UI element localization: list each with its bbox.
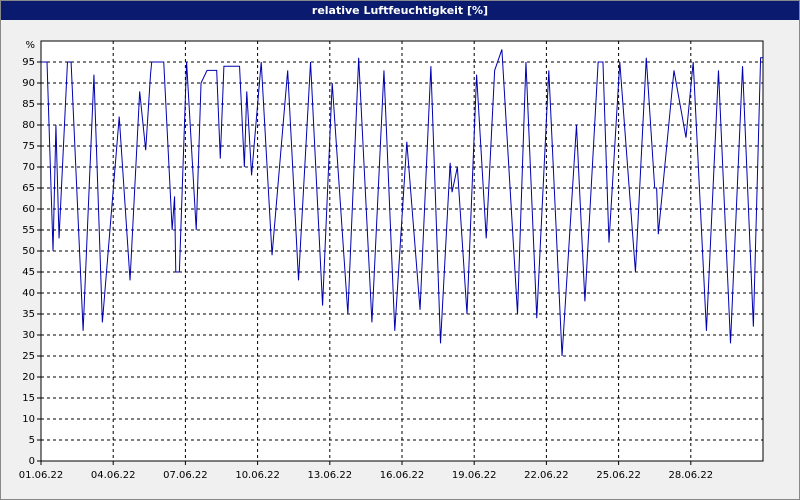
y-tick-label: 50 [22,246,35,257]
x-tick-label: 16.06.22 [380,470,425,481]
y-tick-label: 95 [22,57,35,68]
y-tick-label: 0 [29,456,35,467]
data-line [41,49,763,357]
x-tick-label: 19.06.22 [452,470,497,481]
chart: 0 5 10 15 20 25 30 35 40 45 50 55 60 65 70 75 80 85 90 95% 0… [19,40,764,481]
y-tick-label: 40 [22,288,35,299]
x-tick-label: 04.06.22 [91,470,136,481]
y-unit-label: % [25,40,35,51]
y-tick-label: 45 [22,267,35,278]
x-tick-label: 25.06.22 [596,470,641,481]
x-tick-label: 01.06.22 [19,470,64,481]
y-tick-label: 65 [22,183,35,194]
x-tick-label: 28.06.22 [669,470,714,481]
y-tick-label: 20 [22,372,35,383]
y-tick-label: 25 [22,351,35,362]
chart-title: relative Luftfeuchtigkeit [%] [1,1,799,20]
y-tick-label: 75 [22,141,35,152]
x-tick-label: 07.06.22 [163,470,208,481]
x-tick-label: 13.06.22 [308,470,353,481]
y-tick-label: 60 [22,204,35,215]
y-tick-label: 90 [22,78,35,89]
x-tick-label: 22.06.22 [524,470,569,481]
y-tick-label: 70 [22,162,35,173]
y-tick-label: 35 [22,309,35,320]
y-tick-label: 55 [22,225,35,236]
x-tick-label: 10.06.22 [235,470,280,481]
y-tick-label: 30 [22,330,35,341]
y-tick-label: 80 [22,120,35,131]
y-tick-label: 5 [29,435,35,446]
y-tick-label: 15 [22,393,35,404]
y-tick-label: 10 [22,414,35,425]
y-tick-label: 85 [22,99,35,110]
